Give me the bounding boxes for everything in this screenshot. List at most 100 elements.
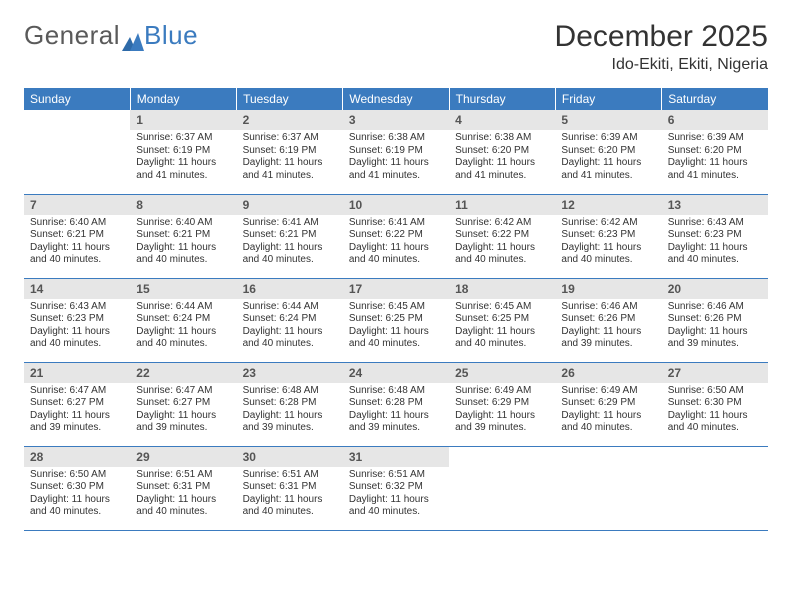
sunrise-line: Sunrise: 6:51 AM bbox=[349, 469, 443, 482]
day-number: 16 bbox=[237, 279, 343, 299]
daylight-line-1: Daylight: 11 hours bbox=[455, 326, 549, 339]
month-title: December 2025 bbox=[555, 20, 768, 54]
day-header: Wednesday bbox=[343, 88, 449, 110]
sunrise-line: Sunrise: 6:47 AM bbox=[30, 385, 124, 398]
daylight-line-1: Daylight: 11 hours bbox=[243, 157, 337, 170]
daylight-line-2: and 41 minutes. bbox=[349, 170, 443, 183]
daylight-line-1: Daylight: 11 hours bbox=[243, 410, 337, 423]
daylight-line-1: Daylight: 11 hours bbox=[349, 157, 443, 170]
day-number: 27 bbox=[662, 363, 768, 383]
daylight-line-1: Daylight: 11 hours bbox=[561, 242, 655, 255]
daylight-line-1: Daylight: 11 hours bbox=[349, 242, 443, 255]
daylight-line-2: and 39 minutes. bbox=[30, 422, 124, 435]
sunrise-line: Sunrise: 6:39 AM bbox=[668, 132, 762, 145]
sunrise-line: Sunrise: 6:50 AM bbox=[668, 385, 762, 398]
calendar-week-row: 28Sunrise: 6:50 AMSunset: 6:30 PMDayligh… bbox=[24, 446, 768, 530]
day-body: Sunrise: 6:50 AMSunset: 6:30 PMDaylight:… bbox=[662, 383, 768, 439]
calendar-day-cell: 31Sunrise: 6:51 AMSunset: 6:32 PMDayligh… bbox=[343, 446, 449, 530]
day-header-row: SundayMondayTuesdayWednesdayThursdayFrid… bbox=[24, 88, 768, 110]
daylight-line-1: Daylight: 11 hours bbox=[349, 410, 443, 423]
sunrise-line: Sunrise: 6:41 AM bbox=[243, 217, 337, 230]
sunrise-line: Sunrise: 6:39 AM bbox=[561, 132, 655, 145]
day-body: Sunrise: 6:42 AMSunset: 6:22 PMDaylight:… bbox=[449, 215, 555, 271]
daylight-line-1: Daylight: 11 hours bbox=[136, 494, 230, 507]
day-number: 6 bbox=[662, 110, 768, 130]
sunset-line: Sunset: 6:20 PM bbox=[561, 145, 655, 158]
logo: General Blue bbox=[24, 20, 198, 51]
day-body: Sunrise: 6:38 AMSunset: 6:20 PMDaylight:… bbox=[449, 130, 555, 186]
sunset-line: Sunset: 6:20 PM bbox=[455, 145, 549, 158]
sunset-line: Sunset: 6:32 PM bbox=[349, 481, 443, 494]
day-body: Sunrise: 6:49 AMSunset: 6:29 PMDaylight:… bbox=[449, 383, 555, 439]
day-body: Sunrise: 6:39 AMSunset: 6:20 PMDaylight:… bbox=[555, 130, 661, 186]
daylight-line-2: and 41 minutes. bbox=[455, 170, 549, 183]
calendar-day-cell: 23Sunrise: 6:48 AMSunset: 6:28 PMDayligh… bbox=[237, 362, 343, 446]
daylight-line-1: Daylight: 11 hours bbox=[561, 410, 655, 423]
day-number: 3 bbox=[343, 110, 449, 130]
day-body: Sunrise: 6:51 AMSunset: 6:31 PMDaylight:… bbox=[130, 467, 236, 523]
day-body: Sunrise: 6:45 AMSunset: 6:25 PMDaylight:… bbox=[449, 299, 555, 355]
logo-text-blue: Blue bbox=[144, 20, 198, 51]
day-number: 7 bbox=[24, 195, 130, 215]
sunset-line: Sunset: 6:24 PM bbox=[136, 313, 230, 326]
calendar-week-row: 14Sunrise: 6:43 AMSunset: 6:23 PMDayligh… bbox=[24, 278, 768, 362]
daylight-line-1: Daylight: 11 hours bbox=[668, 242, 762, 255]
sunset-line: Sunset: 6:29 PM bbox=[561, 397, 655, 410]
daylight-line-1: Daylight: 11 hours bbox=[561, 157, 655, 170]
day-body: Sunrise: 6:49 AMSunset: 6:29 PMDaylight:… bbox=[555, 383, 661, 439]
calendar-day-cell: 25Sunrise: 6:49 AMSunset: 6:29 PMDayligh… bbox=[449, 362, 555, 446]
calendar-day-cell: 6Sunrise: 6:39 AMSunset: 6:20 PMDaylight… bbox=[662, 110, 768, 194]
daylight-line-1: Daylight: 11 hours bbox=[136, 157, 230, 170]
sunset-line: Sunset: 6:28 PM bbox=[349, 397, 443, 410]
daylight-line-1: Daylight: 11 hours bbox=[455, 410, 549, 423]
calendar-day-cell: 13Sunrise: 6:43 AMSunset: 6:23 PMDayligh… bbox=[662, 194, 768, 278]
day-number: 28 bbox=[24, 447, 130, 467]
day-body: Sunrise: 6:38 AMSunset: 6:19 PMDaylight:… bbox=[343, 130, 449, 186]
sunset-line: Sunset: 6:19 PM bbox=[349, 145, 443, 158]
day-header: Monday bbox=[130, 88, 236, 110]
sunrise-line: Sunrise: 6:44 AM bbox=[243, 301, 337, 314]
day-body: Sunrise: 6:37 AMSunset: 6:19 PMDaylight:… bbox=[237, 130, 343, 186]
sunset-line: Sunset: 6:28 PM bbox=[243, 397, 337, 410]
daylight-line-1: Daylight: 11 hours bbox=[668, 157, 762, 170]
daylight-line-2: and 40 minutes. bbox=[668, 254, 762, 267]
calendar-day-cell: 4Sunrise: 6:38 AMSunset: 6:20 PMDaylight… bbox=[449, 110, 555, 194]
daylight-line-2: and 40 minutes. bbox=[243, 506, 337, 519]
sunrise-line: Sunrise: 6:49 AM bbox=[455, 385, 549, 398]
logo-mark-icon bbox=[122, 27, 144, 45]
calendar-day-cell: 21Sunrise: 6:47 AMSunset: 6:27 PMDayligh… bbox=[24, 362, 130, 446]
sunrise-line: Sunrise: 6:38 AM bbox=[349, 132, 443, 145]
location: Ido-Ekiti, Ekiti, Nigeria bbox=[555, 56, 768, 74]
daylight-line-1: Daylight: 11 hours bbox=[349, 326, 443, 339]
daylight-line-2: and 40 minutes. bbox=[349, 506, 443, 519]
sunset-line: Sunset: 6:31 PM bbox=[243, 481, 337, 494]
day-header: Friday bbox=[555, 88, 661, 110]
title-block: December 2025 Ido-Ekiti, Ekiti, Nigeria bbox=[555, 20, 768, 74]
calendar-empty-cell bbox=[449, 446, 555, 530]
daylight-line-2: and 40 minutes. bbox=[136, 338, 230, 351]
day-number: 21 bbox=[24, 363, 130, 383]
daylight-line-2: and 39 minutes. bbox=[243, 422, 337, 435]
sunrise-line: Sunrise: 6:37 AM bbox=[136, 132, 230, 145]
day-number: 12 bbox=[555, 195, 661, 215]
sunrise-line: Sunrise: 6:49 AM bbox=[561, 385, 655, 398]
day-body: Sunrise: 6:42 AMSunset: 6:23 PMDaylight:… bbox=[555, 215, 661, 271]
sunset-line: Sunset: 6:24 PM bbox=[243, 313, 337, 326]
daylight-line-2: and 40 minutes. bbox=[455, 338, 549, 351]
header: General Blue December 2025 Ido-Ekiti, Ek… bbox=[24, 20, 768, 74]
calendar-day-cell: 30Sunrise: 6:51 AMSunset: 6:31 PMDayligh… bbox=[237, 446, 343, 530]
sunset-line: Sunset: 6:30 PM bbox=[668, 397, 762, 410]
day-body: Sunrise: 6:41 AMSunset: 6:22 PMDaylight:… bbox=[343, 215, 449, 271]
day-number: 14 bbox=[24, 279, 130, 299]
calendar-day-cell: 17Sunrise: 6:45 AMSunset: 6:25 PMDayligh… bbox=[343, 278, 449, 362]
daylight-line-2: and 40 minutes. bbox=[455, 254, 549, 267]
calendar-day-cell: 8Sunrise: 6:40 AMSunset: 6:21 PMDaylight… bbox=[130, 194, 236, 278]
daylight-line-1: Daylight: 11 hours bbox=[455, 242, 549, 255]
sunrise-line: Sunrise: 6:45 AM bbox=[349, 301, 443, 314]
day-body: Sunrise: 6:43 AMSunset: 6:23 PMDaylight:… bbox=[662, 215, 768, 271]
day-number: 25 bbox=[449, 363, 555, 383]
sunrise-line: Sunrise: 6:51 AM bbox=[243, 469, 337, 482]
calendar-day-cell: 5Sunrise: 6:39 AMSunset: 6:20 PMDaylight… bbox=[555, 110, 661, 194]
calendar-empty-cell bbox=[662, 446, 768, 530]
calendar-day-cell: 10Sunrise: 6:41 AMSunset: 6:22 PMDayligh… bbox=[343, 194, 449, 278]
